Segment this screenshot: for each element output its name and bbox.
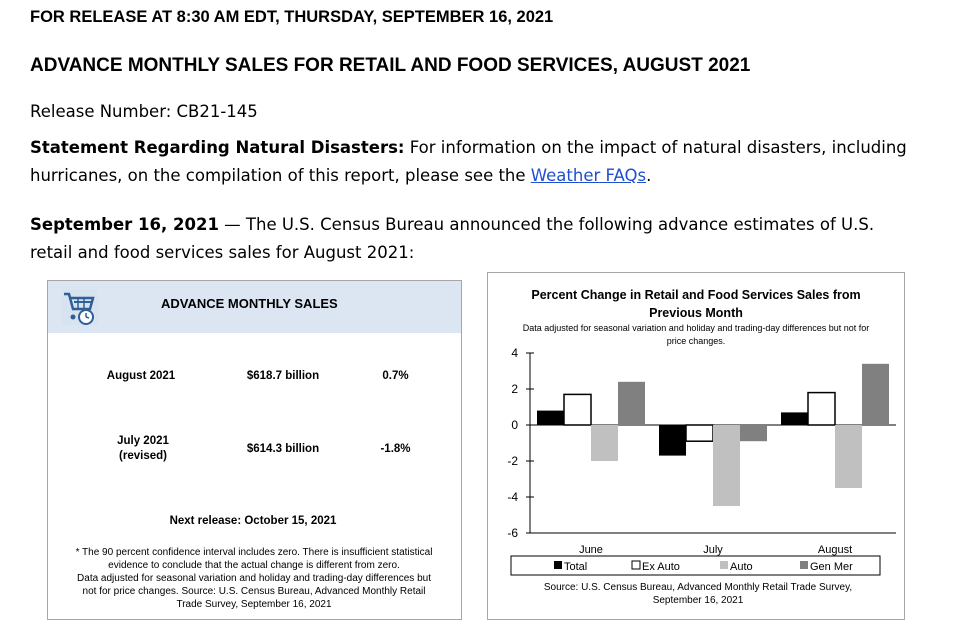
- y-tick-label: -2: [507, 454, 518, 468]
- legend-swatch-gen-mer: [800, 561, 808, 569]
- bar-ex-auto-july: [685, 424, 714, 442]
- announcement-date: September 16, 2021: [30, 215, 219, 234]
- chart-subtitle-line2: price changes.: [667, 336, 726, 346]
- percent-change-chart: Percent Change in Retail and Food Servic…: [507, 288, 896, 606]
- footnote-line: Data adjusted for seasonal variation and…: [77, 573, 431, 584]
- y-tick-label: -6: [507, 526, 518, 540]
- bar-total-august: [781, 412, 808, 425]
- chart-legend: [510, 555, 881, 576]
- summary-box-header: ADVANCE MONTHLY SALES: [48, 281, 461, 333]
- footnote-line: evidence to conclude that the actual cha…: [108, 560, 400, 571]
- bar-gen-mer-august: [862, 363, 889, 425]
- row1-amount: $618.7 billion: [246, 370, 320, 382]
- footnote-line: not for price changes. Source: U.S. Cens…: [82, 586, 426, 597]
- y-tick-label: -4: [507, 490, 518, 504]
- next-release: Next release: October 15, 2021: [169, 515, 337, 527]
- row1-change: 0.7%: [382, 370, 409, 382]
- footnote-line: * The 90 percent confidence interval inc…: [75, 547, 433, 558]
- advance-monthly-sales-box: ADVANCE MONTHLY SALES August 2021 $618.7…: [47, 280, 462, 620]
- bar-auto-july: [713, 425, 740, 506]
- row1-period: August 2021: [106, 370, 176, 382]
- shopping-cart-clock-icon: [62, 289, 98, 325]
- bar-gen-mer-july: [740, 425, 767, 442]
- row2-change: -1.8%: [380, 443, 411, 455]
- announcement: September 16, 2021 — The U.S. Census Bur…: [30, 211, 910, 267]
- row2-period-line2: (revised): [119, 450, 167, 462]
- percent-change-chart-box: Percent Change in Retail and Food Servic…: [487, 272, 905, 620]
- legend-swatch-auto: [720, 561, 728, 569]
- x-category-label: July: [703, 544, 723, 556]
- natural-disasters-statement: Statement Regarding Natural Disasters: F…: [30, 134, 910, 190]
- statement-end: .: [646, 166, 652, 185]
- chart-subtitle-line1: Data adjusted for seasonal variation and…: [523, 323, 870, 333]
- bar-total-july: [659, 425, 686, 456]
- chart-title-line2: Previous Month: [649, 306, 743, 320]
- bar-ex-auto-august: [807, 391, 836, 426]
- y-tick-label: 4: [511, 346, 518, 360]
- footnote-line: Trade Survey, September 16, 2021: [176, 599, 332, 610]
- chart-source-line1: Source: U.S. Census Bureau, Advanced Mon…: [544, 582, 852, 593]
- chart-source-line2: September 16, 2021: [653, 595, 744, 606]
- row2-period-line1: July 2021: [117, 435, 169, 447]
- chart-plot-area: 4 2 0 -2 -4 -6 June July August: [507, 346, 896, 556]
- y-tick-label: 0: [511, 418, 518, 432]
- chart-title-line1: Percent Change in Retail and Food Servic…: [531, 288, 860, 302]
- announcement-text: — The U.S. Census Bureau announced the f…: [30, 215, 875, 262]
- y-tick-label: 2: [511, 382, 518, 396]
- chart-legend-items: Total Ex Auto Auto Gen Mer: [554, 560, 853, 573]
- bar-total-june: [537, 410, 564, 425]
- x-category-label: August: [818, 544, 852, 556]
- row2-amount: $614.3 billion: [246, 443, 320, 455]
- legend-swatch-ex-auto: [631, 560, 641, 570]
- release-number: Release Number: CB21-145: [30, 102, 258, 121]
- statement-label: Statement Regarding Natural Disasters:: [30, 138, 405, 157]
- page-title: ADVANCE MONTHLY SALES FOR RETAIL AND FOO…: [30, 55, 751, 76]
- summary-box-title: ADVANCE MONTHLY SALES: [161, 296, 338, 311]
- release-line: FOR RELEASE AT 8:30 AM EDT, THURSDAY, SE…: [30, 8, 554, 26]
- summary-footnote: * The 90 percent confidence interval inc…: [54, 546, 454, 611]
- legend-swatch-total: [554, 561, 562, 569]
- bar-gen-mer-june: [618, 381, 645, 425]
- bar-ex-auto-june: [563, 393, 592, 426]
- bar-auto-june: [591, 425, 618, 461]
- statement-text: For information on the impact of natural…: [30, 138, 907, 185]
- legend-label-gen-mer: Gen Mer: [810, 561, 853, 573]
- legend-label-auto: Auto: [730, 561, 753, 573]
- weather-faqs-link[interactable]: Weather FAQs: [530, 166, 647, 185]
- legend-label-ex-auto: Ex Auto: [642, 561, 680, 573]
- bar-auto-august: [835, 425, 862, 488]
- x-category-label: June: [579, 544, 603, 556]
- legend-label-total: Total: [564, 561, 587, 573]
